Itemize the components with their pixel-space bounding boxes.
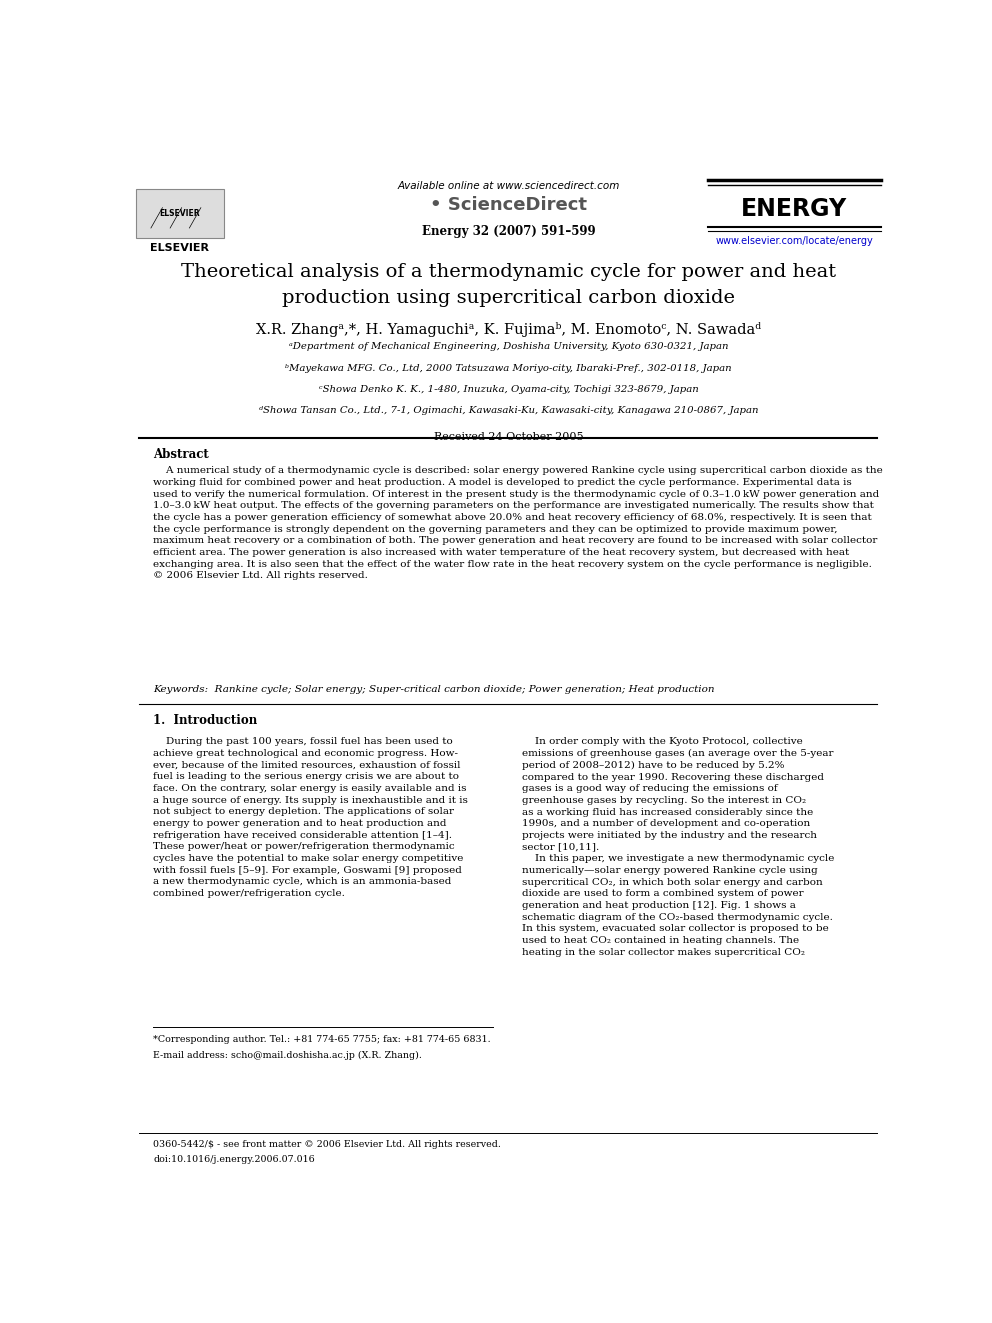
Text: Received 24 October 2005: Received 24 October 2005 — [434, 431, 583, 442]
Text: 0360-5442/$ - see front matter © 2006 Elsevier Ltd. All rights reserved.: 0360-5442/$ - see front matter © 2006 El… — [153, 1140, 501, 1148]
Text: ᵈShowa Tansan Co., Ltd., 7-1, Ogimachi, Kawasaki-Ku, Kawasaki-city, Kanagawa 210: ᵈShowa Tansan Co., Ltd., 7-1, Ogimachi, … — [259, 406, 758, 415]
Text: ᶜShowa Denko K. K., 1-480, Inuzuka, Oyama-city, Tochigi 323-8679, Japan: ᶜShowa Denko K. K., 1-480, Inuzuka, Oyam… — [318, 385, 698, 394]
Text: X.R. Zhangᵃ,*, H. Yamaguchiᵃ, K. Fujimaᵇ, M. Enomotoᶜ, N. Sawadaᵈ: X.R. Zhangᵃ,*, H. Yamaguchiᵃ, K. Fujimaᵇ… — [256, 321, 761, 337]
Text: www.elsevier.com/locate/energy: www.elsevier.com/locate/energy — [715, 237, 873, 246]
Text: In order comply with the Kyoto Protocol, collective
emissions of greenhouse gase: In order comply with the Kyoto Protocol,… — [522, 737, 834, 957]
Text: A numerical study of a thermodynamic cycle is described: solar energy powered Ra: A numerical study of a thermodynamic cyc… — [153, 467, 883, 581]
Text: doi:10.1016/j.energy.2006.07.016: doi:10.1016/j.energy.2006.07.016 — [153, 1155, 315, 1164]
Text: ᵃDepartment of Mechanical Engineering, Doshisha University, Kyoto 630-0321, Japa: ᵃDepartment of Mechanical Engineering, D… — [289, 343, 728, 351]
Text: • ScienceDirect: • ScienceDirect — [430, 196, 587, 214]
Text: Available online at www.sciencedirect.com: Available online at www.sciencedirect.co… — [397, 181, 620, 191]
Text: ELSEVIER: ELSEVIER — [160, 209, 200, 218]
Text: 1.  Introduction: 1. Introduction — [153, 714, 258, 726]
Text: ENERGY: ENERGY — [741, 197, 847, 221]
Text: Keywords:  Rankine cycle; Solar energy; Super-critical carbon dioxide; Power gen: Keywords: Rankine cycle; Solar energy; S… — [153, 685, 714, 695]
Text: ᵇMayekawa MFG. Co., Ltd, 2000 Tatsuzawa Moriyo-city, Ibaraki-Pref., 302-0118, Ja: ᵇMayekawa MFG. Co., Ltd, 2000 Tatsuzawa … — [285, 364, 732, 373]
FancyBboxPatch shape — [136, 189, 224, 238]
Text: Theoretical analysis of a thermodynamic cycle for power and heat
production usin: Theoretical analysis of a thermodynamic … — [181, 263, 836, 307]
Text: During the past 100 years, fossil fuel has been used to
achieve great technologi: During the past 100 years, fossil fuel h… — [153, 737, 468, 898]
Text: *Corresponding author. Tel.: +81 774-65 7755; fax: +81 774-65 6831.: *Corresponding author. Tel.: +81 774-65 … — [153, 1035, 491, 1044]
Text: ELSEVIER: ELSEVIER — [150, 243, 209, 253]
Text: E-mail address: scho@mail.doshisha.ac.jp (X.R. Zhang).: E-mail address: scho@mail.doshisha.ac.jp… — [153, 1052, 422, 1060]
Text: Abstract: Abstract — [153, 448, 209, 462]
Text: Energy 32 (2007) 591–599: Energy 32 (2007) 591–599 — [422, 225, 595, 238]
